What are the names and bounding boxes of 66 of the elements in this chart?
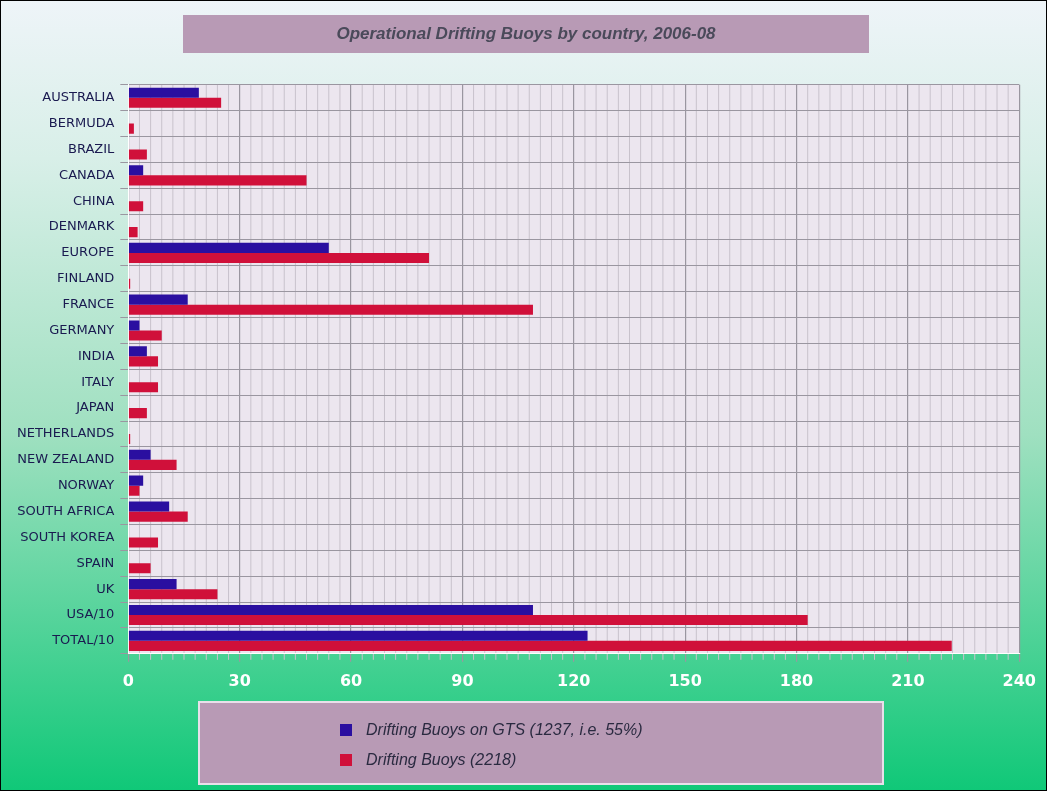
bar <box>128 227 138 238</box>
bar <box>128 242 329 253</box>
y-tick-label: USA/10 <box>66 606 115 622</box>
bar <box>128 123 134 134</box>
y-tick-label: DENMARK <box>48 218 115 234</box>
y-tick-label: BERMUDA <box>48 114 115 130</box>
bar <box>128 330 162 341</box>
x-tick-label: 210 <box>891 670 925 690</box>
bar <box>128 589 218 600</box>
bar <box>128 304 533 315</box>
y-tick-label: CANADA <box>59 166 115 182</box>
x-tick-label: 60 <box>339 670 363 690</box>
y-tick-label: TOTAL/10 <box>51 632 115 648</box>
bar <box>128 320 140 331</box>
y-tick-label: GERMANY <box>49 321 115 337</box>
bar <box>128 449 151 460</box>
y-tick-label: NEW ZEALAND <box>17 451 115 467</box>
y-tick-label: SOUTH AFRICA <box>17 502 115 518</box>
bar <box>128 382 159 393</box>
y-tick-label: ITALY <box>81 373 115 389</box>
x-tick-label: 150 <box>668 670 702 690</box>
bar <box>128 175 307 186</box>
bar <box>128 475 144 486</box>
bar <box>128 87 199 98</box>
y-tick-label: EUROPE <box>61 244 115 260</box>
x-tick-label: 180 <box>779 670 814 690</box>
bar <box>128 97 222 108</box>
y-tick-label: CHINA <box>73 192 115 208</box>
bar <box>128 149 147 160</box>
y-tick-label: BRAZIL <box>68 140 116 156</box>
y-tick-label: JAPAN <box>75 399 115 415</box>
legend-label: Drifting Buoys (2218) <box>366 751 517 769</box>
y-tick-label: AUSTRALIA <box>42 89 115 105</box>
x-tick-label: 240 <box>1002 670 1036 690</box>
bar <box>128 459 177 470</box>
bar <box>128 165 144 176</box>
legend-label: Drifting Buoys on GTS (1237, i.e. 55%) <box>366 721 643 739</box>
bar <box>128 346 147 357</box>
x-tick-label: 0 <box>122 670 134 690</box>
y-tick-label: FRANCE <box>62 296 115 312</box>
bar <box>128 630 588 641</box>
x-tick-label: 90 <box>451 670 474 690</box>
y-tick-label: INDIA <box>78 347 115 363</box>
y-tick-label: FINLAND <box>57 270 115 286</box>
bar <box>128 201 144 212</box>
bar <box>128 640 952 651</box>
bar <box>128 604 533 616</box>
y-tick-label: UK <box>96 580 115 596</box>
x-tick-label: 30 <box>228 670 251 690</box>
bar <box>128 294 188 305</box>
y-tick-label: SOUTH KOREA <box>20 528 115 544</box>
bar <box>128 252 430 263</box>
bar <box>128 408 147 419</box>
bar <box>128 501 170 512</box>
x-tick-label: 120 <box>557 670 591 690</box>
bar <box>128 537 159 548</box>
bar <box>128 356 159 367</box>
y-tick-label: NETHERLANDS <box>16 425 115 441</box>
bar <box>128 511 188 522</box>
bar <box>128 615 808 626</box>
bar <box>128 563 151 574</box>
bar <box>128 485 140 496</box>
y-tick-label: SPAIN <box>76 554 115 570</box>
bar <box>128 579 177 590</box>
chart-title: Operational Drifting Buoys by country, 2006-08 <box>183 15 869 53</box>
y-tick-label: NORWAY <box>57 477 115 493</box>
